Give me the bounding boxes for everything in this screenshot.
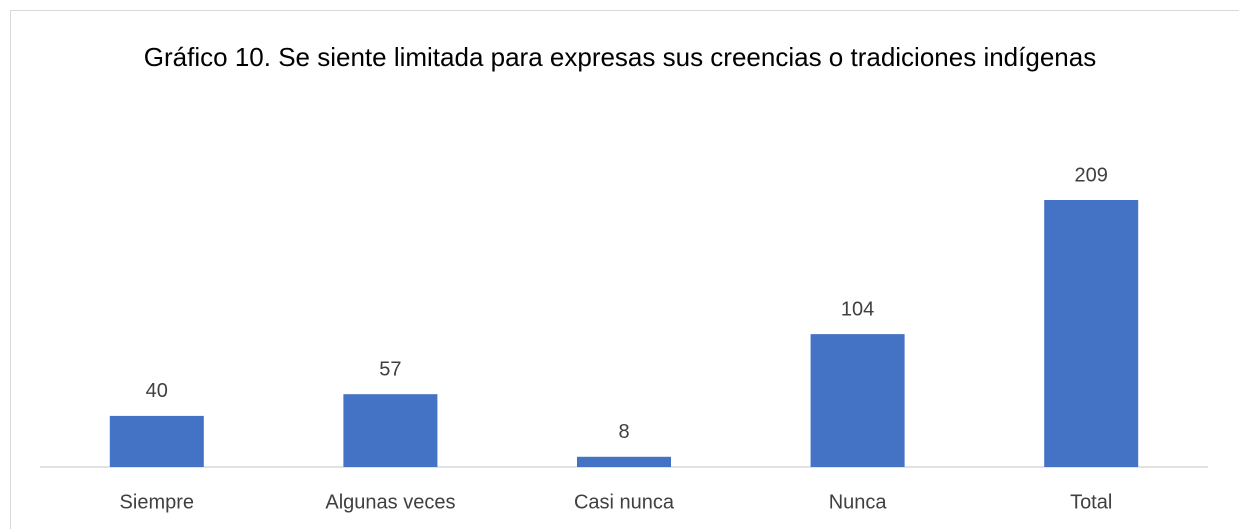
data-label: 8 [618, 421, 629, 443]
x-tick-label: Casi nunca [574, 491, 675, 513]
bar [109, 415, 204, 467]
bar [810, 334, 905, 467]
x-tick-label: Total [1070, 491, 1112, 513]
data-label: 104 [841, 298, 874, 320]
bar [343, 394, 438, 467]
data-label: 57 [379, 358, 401, 380]
x-tick-label: Siempre [120, 491, 194, 513]
chart-frame [10, 10, 1239, 529]
data-label: 40 [146, 380, 168, 402]
x-tick-label: Algunas veces [325, 491, 455, 513]
x-tick-label: Nunca [829, 491, 888, 513]
chart-title: Gráfico 10. Se siente limitada para expr… [143, 42, 1097, 72]
bar [1044, 200, 1139, 467]
data-label: 209 [1075, 164, 1108, 186]
bar [577, 456, 671, 467]
